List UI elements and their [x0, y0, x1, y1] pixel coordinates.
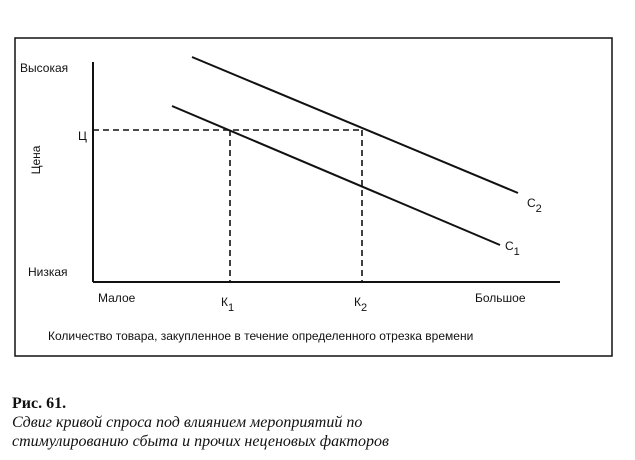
k2-label: К2 [354, 295, 367, 314]
x-low: Малое [98, 291, 136, 305]
x-high: Большое [475, 291, 526, 305]
y-high: Высокая [20, 61, 68, 75]
k1-label: К1 [221, 295, 234, 314]
y-low: Низкая [28, 265, 68, 279]
caption-label: Рис. 61. [12, 395, 66, 412]
caption-line: Сдвиг кривой спроса под влиянием меропри… [12, 414, 362, 431]
c2-label: С2 [527, 196, 542, 215]
price-mark: Ц [78, 129, 87, 143]
demand-curve-2 [191, 56, 519, 194]
y-title: Цена [29, 145, 43, 174]
demand-curve-1 [171, 105, 501, 246]
x-title: Количество товара, закупленное в течение… [48, 329, 473, 343]
frame [14, 37, 613, 357]
c1-label: С1 [505, 239, 520, 258]
caption-line: стимулированию сбыта и прочих неценовых … [12, 433, 389, 450]
